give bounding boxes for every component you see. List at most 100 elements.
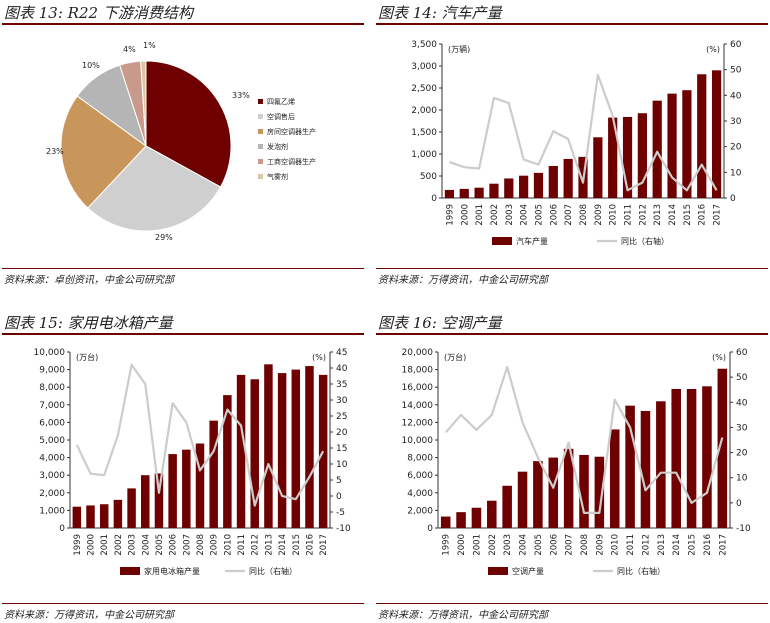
right-tick-label: 50 — [730, 66, 742, 76]
bar — [656, 401, 666, 528]
legend-label: 空调售后 — [267, 112, 295, 121]
bar-line-chart-ac: 0 2,000 4,000 6,000 8,000 10,000 12,000 14,000 1… — [402, 348, 751, 576]
right-tick-label: 30 — [730, 117, 742, 127]
bar-line-chart-auto: 0 500 1,000 1,500 2,000 2,500 3,000 3,500 0 10 20 3… — [411, 40, 742, 246]
bar — [474, 187, 484, 198]
legend-label: 发泡剂 — [267, 142, 288, 151]
right-tick-label: 0 — [730, 194, 736, 204]
bar — [563, 158, 573, 198]
left-tick-label: 10,000 — [34, 348, 66, 358]
bar — [652, 100, 662, 198]
right-tick-label: 30 — [336, 396, 348, 406]
yoy-line — [75, 363, 325, 507]
panel-16-source: 资料来源：万得资讯，中金公司研究部 — [378, 610, 548, 621]
x-tick-label: 2008 — [579, 204, 589, 226]
x-tick-label: 2003 — [505, 204, 515, 226]
x-tick-label: 2015 — [292, 534, 302, 556]
x-tick-label: 2016 — [703, 534, 713, 556]
bar — [625, 405, 635, 528]
bar — [533, 461, 543, 528]
x-tick-label: 2016 — [305, 534, 315, 556]
x-tick-label: 2003 — [128, 534, 138, 556]
bar — [168, 454, 177, 528]
bar — [686, 388, 697, 528]
x-tick-label: 2008 — [196, 534, 206, 556]
panel-13-source: 资料来源：卓创资讯，中金公司研究部 — [4, 275, 174, 286]
bar — [489, 183, 499, 198]
left-tick-label: 500 — [420, 172, 437, 182]
right-tick-label: 5 — [336, 476, 342, 486]
bar — [72, 506, 82, 528]
right-tick-label: 40 — [336, 364, 348, 374]
x-tick-label: 2006 — [549, 204, 559, 226]
panel-16-title-rule — [376, 333, 768, 335]
right-tick-label: 60 — [736, 348, 748, 358]
bar-line-chart-fridge: 0 1,000 2,000 3,000 4,000 5,000 6,000 7,000 8,00… — [34, 348, 351, 576]
right-tick-label: 0 — [736, 499, 742, 509]
right-tick-label: 10 — [336, 460, 348, 470]
left-tick-label: 8,000 — [39, 383, 65, 393]
x-tick-label: 2014 — [668, 204, 678, 226]
x-tick-label: 2007 — [564, 204, 574, 226]
left-tick-label: 3,500 — [411, 40, 437, 50]
bar — [141, 475, 150, 528]
right-tick-label: -10 — [336, 524, 351, 534]
bar — [594, 456, 605, 528]
right-tick-label: 45 — [336, 348, 347, 358]
legend-label-bars: 汽车产量 — [516, 236, 548, 246]
yoy-line — [449, 73, 718, 192]
left-tick-label: 18,000 — [402, 366, 434, 376]
left-unit-label: (万台) — [444, 352, 466, 362]
x-tick-label: 2009 — [210, 534, 220, 556]
x-tick-label: 2003 — [503, 534, 513, 556]
panel-13-title-rule — [2, 23, 364, 25]
legend-swatch-bars — [120, 567, 140, 575]
bar — [640, 410, 651, 528]
legend-label-bars: 空调产量 — [512, 566, 544, 576]
right-tick-label: 40 — [730, 91, 742, 101]
legend-label: 房间空调器生产 — [267, 127, 316, 136]
right-tick-label: 20 — [730, 143, 742, 153]
x-tick-label: 2001 — [100, 534, 110, 556]
x-tick-label: 2014 — [672, 534, 682, 556]
right-unit-label: (%) — [712, 353, 726, 362]
legend-swatch — [258, 144, 263, 149]
x-tick-label: 2001 — [475, 204, 485, 226]
bar — [223, 395, 232, 528]
x-tick-label: 2016 — [698, 204, 708, 226]
x-tick-label: 2017 — [713, 204, 723, 226]
pie-slice-label: 4% — [123, 45, 136, 54]
legend-label: 气雾剂 — [267, 172, 288, 181]
right-tick-label: 10 — [730, 168, 742, 178]
bar — [717, 368, 728, 528]
left-tick-label: 3,000 — [39, 471, 65, 481]
pie-slice-label: 10% — [82, 61, 100, 70]
yoy-line — [444, 365, 724, 515]
bar — [609, 429, 620, 528]
left-tick-label: 0 — [59, 524, 65, 534]
bar — [548, 457, 559, 528]
left-tick-label: 16,000 — [402, 383, 434, 393]
bar — [182, 449, 191, 528]
left-tick-label: 7,000 — [39, 401, 65, 411]
right-tick-label: 10 — [736, 474, 748, 484]
x-tick-label: 2009 — [595, 534, 605, 556]
x-tick-label: 2012 — [251, 534, 261, 556]
bar — [195, 443, 205, 528]
left-unit-label: (万辆) — [448, 44, 470, 54]
left-tick-label: 4,000 — [39, 454, 65, 464]
right-unit-label: (%) — [706, 45, 720, 54]
pie-slice-label: 1% — [143, 41, 156, 50]
bar — [471, 507, 482, 528]
pie-slice-label: 33% — [232, 91, 250, 100]
left-tick-label: 2,000 — [411, 106, 437, 116]
bar — [86, 505, 95, 528]
x-tick-label: 2005 — [155, 534, 165, 556]
left-tick-label: 1,000 — [411, 150, 437, 160]
right-tick-label: 20 — [736, 449, 748, 459]
x-tick-label: 2000 — [460, 204, 470, 226]
x-tick-label: 2008 — [580, 534, 590, 556]
x-tick-label: 2017 — [718, 534, 728, 556]
x-tick-label: 2002 — [114, 534, 124, 556]
x-tick-label: 2012 — [638, 204, 648, 226]
